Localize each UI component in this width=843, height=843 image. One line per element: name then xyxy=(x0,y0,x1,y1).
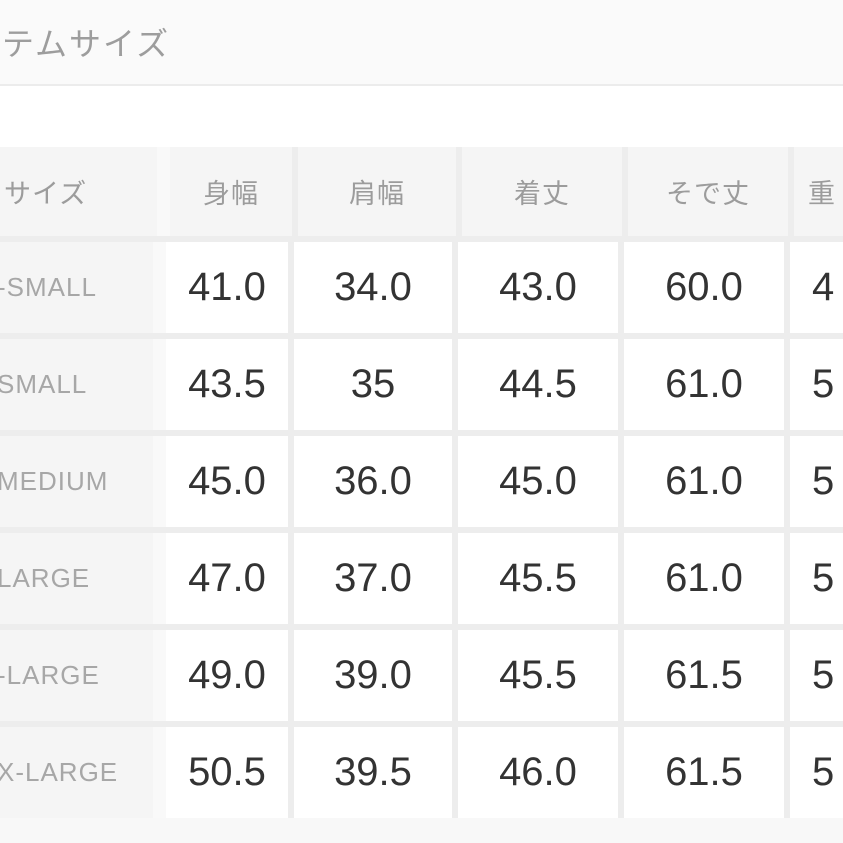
weight-value: 5 xyxy=(790,339,843,430)
size-table: サイズ 身幅 肩幅 着丈 そで丈 重 -SMALL 41.0 34.0 43.0… xyxy=(0,147,843,818)
length-value: 44.5 xyxy=(458,339,618,430)
weight-value: 5 xyxy=(790,533,843,624)
column-spacer xyxy=(153,242,166,333)
body-width-value: 47.0 xyxy=(166,533,288,624)
table-row-xsmall: -SMALL 41.0 34.0 43.0 60.0 4 xyxy=(0,242,843,333)
sleeve-length-value: 60.0 xyxy=(624,242,784,333)
weight-value: 5 xyxy=(790,436,843,527)
shoulder-width-value: 35 xyxy=(294,339,452,430)
size-label-cell: -SMALL xyxy=(0,242,153,333)
length-value: 45.0 xyxy=(458,436,618,527)
sleeve-length-value: 61.5 xyxy=(624,630,784,721)
size-label-cell: -LARGE xyxy=(0,630,153,721)
table-row-large: LARGE 47.0 37.0 45.5 61.0 5 xyxy=(0,533,843,624)
length-value: 43.0 xyxy=(458,242,618,333)
header-table-gap xyxy=(0,86,843,147)
column-header-shoulder-width: 肩幅 xyxy=(298,147,456,236)
sleeve-length-value: 61.0 xyxy=(624,339,784,430)
size-label: LARGE xyxy=(0,563,91,593)
column-spacer xyxy=(157,147,170,236)
size-label: SMALL xyxy=(0,369,88,399)
shoulder-width-value: 39.5 xyxy=(294,727,452,818)
size-label: -LARGE xyxy=(0,660,100,690)
length-value: 45.5 xyxy=(458,533,618,624)
table-row-small: SMALL 43.5 35 44.5 61.0 5 xyxy=(0,339,843,430)
shoulder-width-value: 39.0 xyxy=(294,630,452,721)
column-header-weight: 重 xyxy=(794,147,843,236)
size-label-cell: MEDIUM xyxy=(0,436,153,527)
shoulder-width-value: 37.0 xyxy=(294,533,452,624)
weight-value: 4 xyxy=(790,242,843,333)
column-header-sleeve-length: そで丈 xyxy=(628,147,788,236)
body-width-value: 49.0 xyxy=(166,630,288,721)
size-label: X-LARGE xyxy=(0,757,119,787)
size-label-cell: SMALL xyxy=(0,339,153,430)
column-spacer xyxy=(153,727,166,818)
column-spacer xyxy=(153,533,166,624)
table-row-xlarge: -LARGE 49.0 39.0 45.5 61.5 5 xyxy=(0,630,843,721)
column-header-size: サイズ xyxy=(0,147,157,236)
page-title: テムサイズ xyxy=(2,26,171,62)
shoulder-width-value: 34.0 xyxy=(294,242,452,333)
sleeve-length-value: 61.0 xyxy=(624,436,784,527)
table-row-medium: MEDIUM 45.0 36.0 45.0 61.0 5 xyxy=(0,436,843,527)
column-header-body-width: 身幅 xyxy=(170,147,292,236)
sleeve-length-value: 61.0 xyxy=(624,533,784,624)
sleeve-length-value: 61.5 xyxy=(624,727,784,818)
page-header: テムサイズ xyxy=(0,0,843,86)
length-value: 45.5 xyxy=(458,630,618,721)
body-width-value: 43.5 xyxy=(166,339,288,430)
body-width-value: 45.0 xyxy=(166,436,288,527)
column-header-length: 着丈 xyxy=(462,147,622,236)
size-label-cell: X-LARGE xyxy=(0,727,153,818)
body-width-value: 50.5 xyxy=(166,727,288,818)
column-spacer xyxy=(153,339,166,430)
weight-value: 5 xyxy=(790,727,843,818)
table-header-row: サイズ 身幅 肩幅 着丈 そで丈 重 xyxy=(0,147,843,236)
body-width-value: 41.0 xyxy=(166,242,288,333)
shoulder-width-value: 36.0 xyxy=(294,436,452,527)
table-row-xxlarge: X-LARGE 50.5 39.5 46.0 61.5 5 xyxy=(0,727,843,818)
size-label: MEDIUM xyxy=(0,466,109,496)
column-spacer xyxy=(153,436,166,527)
weight-value: 5 xyxy=(790,630,843,721)
bottom-band xyxy=(0,818,843,843)
length-value: 46.0 xyxy=(458,727,618,818)
column-spacer xyxy=(153,630,166,721)
size-label-cell: LARGE xyxy=(0,533,153,624)
size-label: -SMALL xyxy=(0,272,97,302)
